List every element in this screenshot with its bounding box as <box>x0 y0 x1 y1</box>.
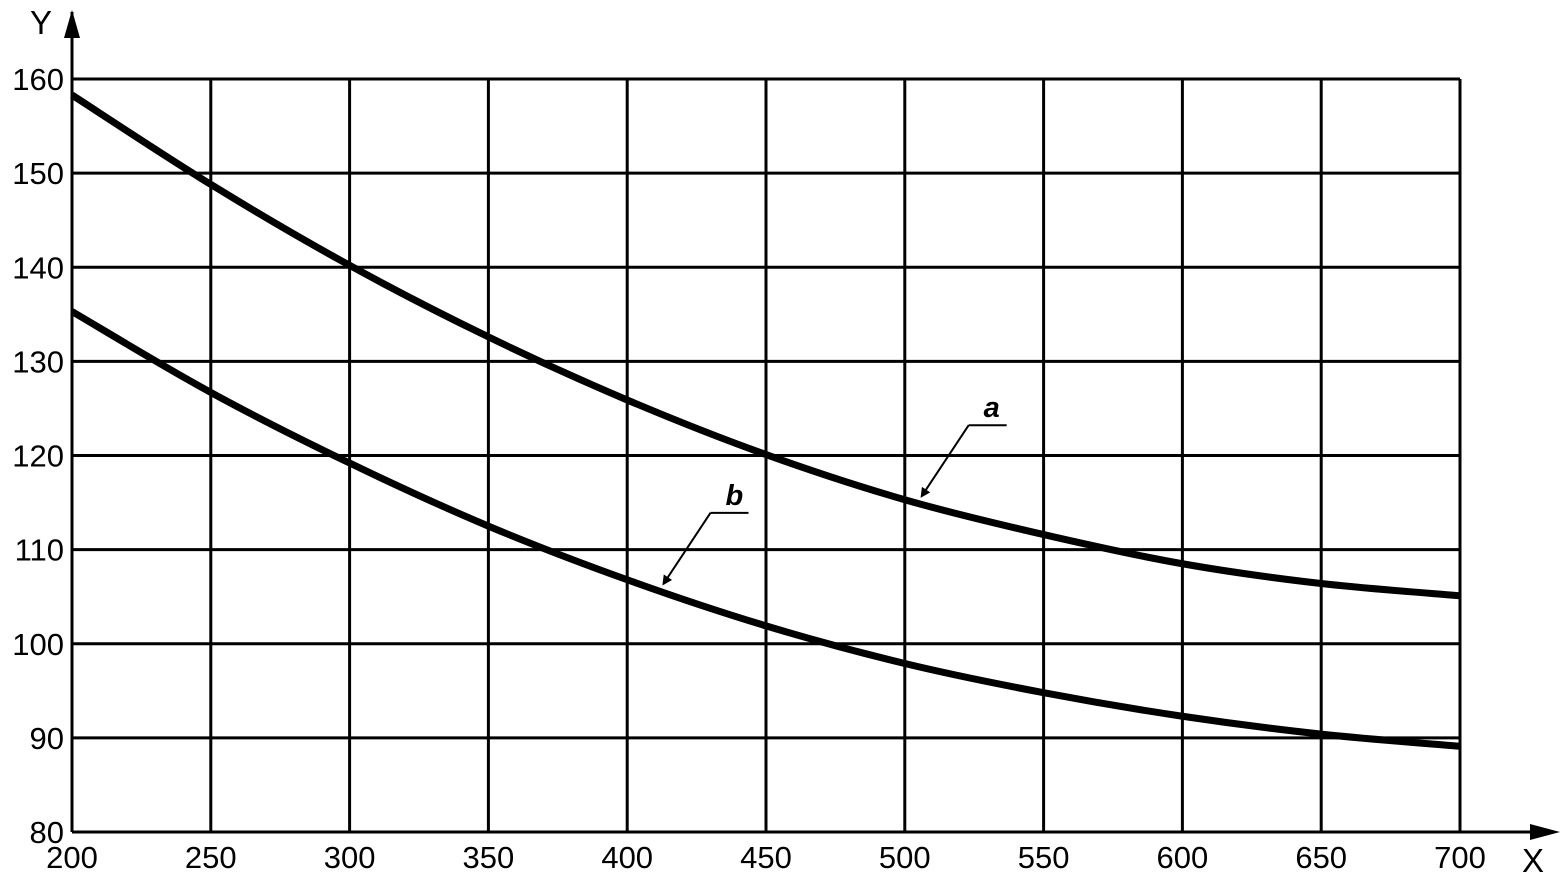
x-tick-label-400: 400 <box>601 840 653 875</box>
x-tick-label-350: 350 <box>463 840 515 875</box>
x-tick-label-700: 700 <box>1434 840 1486 875</box>
series-line-a <box>70 92 1461 600</box>
x-tick-label-500: 500 <box>879 840 931 875</box>
series-line-b <box>70 308 1461 750</box>
y-tick-label-110: 110 <box>15 533 64 568</box>
annotations: ab <box>662 392 1007 586</box>
y-tick-label-160: 160 <box>12 62 64 97</box>
x-tick-label-300: 300 <box>324 840 376 875</box>
y-tick-label-100: 100 <box>12 627 64 662</box>
x-tick-label-600: 600 <box>1157 840 1209 875</box>
curve-label-arrow-b <box>662 512 712 586</box>
curve-label-b: b <box>726 480 744 512</box>
x-tick-label-450: 450 <box>740 840 792 875</box>
x-axis-arrow <box>1530 824 1560 840</box>
curve-label-arrow-a <box>920 424 970 498</box>
x-tick-label-200: 200 <box>46 840 98 875</box>
y-tick-label-90: 90 <box>30 721 64 756</box>
x-axis-label: X <box>1522 842 1544 879</box>
y-tick-label-140: 140 <box>12 250 64 285</box>
y-axis-arrow <box>64 10 80 38</box>
y-tick-label-120: 120 <box>12 439 64 474</box>
y-tick-label-130: 130 <box>12 344 64 379</box>
x-tick-label-550: 550 <box>1018 840 1070 875</box>
x-tick-label-250: 250 <box>185 840 237 875</box>
curve-label-a: a <box>984 392 1000 424</box>
y-tick-label-150: 150 <box>12 156 64 191</box>
tick-labels: 200 250 300 350 400 450 500 550 600 650 700 80 90 100… <box>12 62 1486 875</box>
axes: YX <box>30 4 1560 879</box>
y-axis-label: Y <box>30 4 52 41</box>
y-tick-label-80: 80 <box>30 815 64 850</box>
series <box>70 92 1461 750</box>
x-tick-label-650: 650 <box>1295 840 1347 875</box>
